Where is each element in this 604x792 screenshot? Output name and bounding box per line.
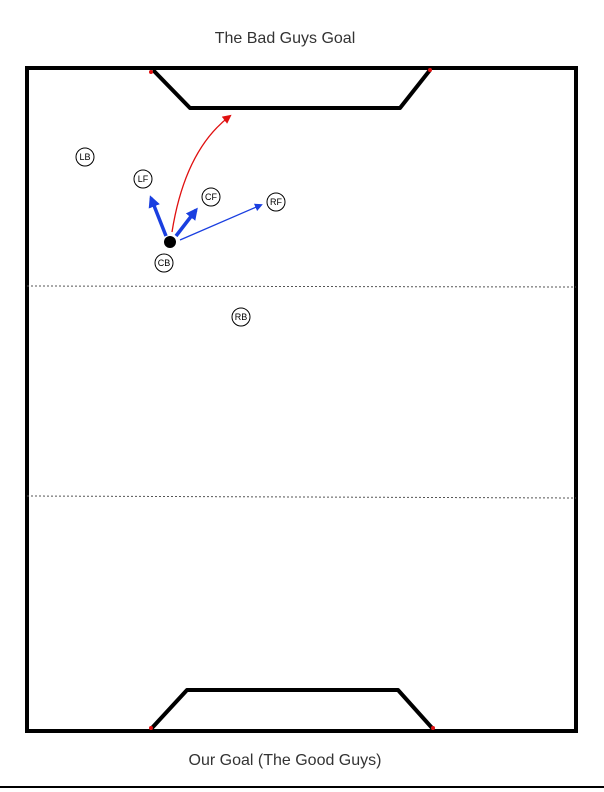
top-goal-post-left: [149, 70, 153, 74]
top-goal-label: The Bad Guys Goal: [214, 30, 356, 47]
lower-third-line: [26, 495, 577, 499]
pass-arrow-to-rf: [179, 203, 263, 241]
player-lf-label: LF: [138, 174, 149, 184]
player-lf: LF: [133, 169, 153, 189]
player-cb: CB: [154, 253, 174, 273]
upper-third-line: [26, 285, 577, 288]
player-cf-label: CF: [205, 192, 217, 202]
player-rb-label: RB: [235, 312, 248, 322]
bottom-goal-box: [149, 688, 435, 731]
pass-arrow-to-lf: [148, 195, 168, 237]
shot-arrow: [171, 114, 232, 233]
bottom-goal-post-right: [431, 726, 435, 730]
player-cf: CF: [201, 187, 221, 207]
player-rf-label: RF: [270, 197, 282, 207]
player-lb: LB: [75, 147, 95, 167]
top-goal-box: [151, 68, 432, 110]
ball: [164, 236, 176, 248]
top-goal-post-right: [428, 68, 432, 72]
player-cb-label: CB: [158, 258, 171, 268]
player-rb: RB: [231, 307, 251, 327]
bottom-goal-label: Our Goal (The Good Guys): [188, 752, 382, 769]
bottom-rule: [0, 786, 604, 788]
bottom-goal-post-left: [149, 726, 153, 730]
player-lb-label: LB: [79, 152, 90, 162]
pass-arrow-to-cf: [174, 207, 198, 238]
player-rf: RF: [266, 192, 286, 212]
field-boundary: [25, 66, 578, 733]
